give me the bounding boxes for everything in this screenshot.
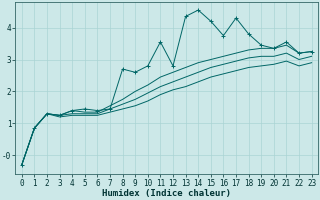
X-axis label: Humidex (Indice chaleur): Humidex (Indice chaleur) [102,189,231,198]
